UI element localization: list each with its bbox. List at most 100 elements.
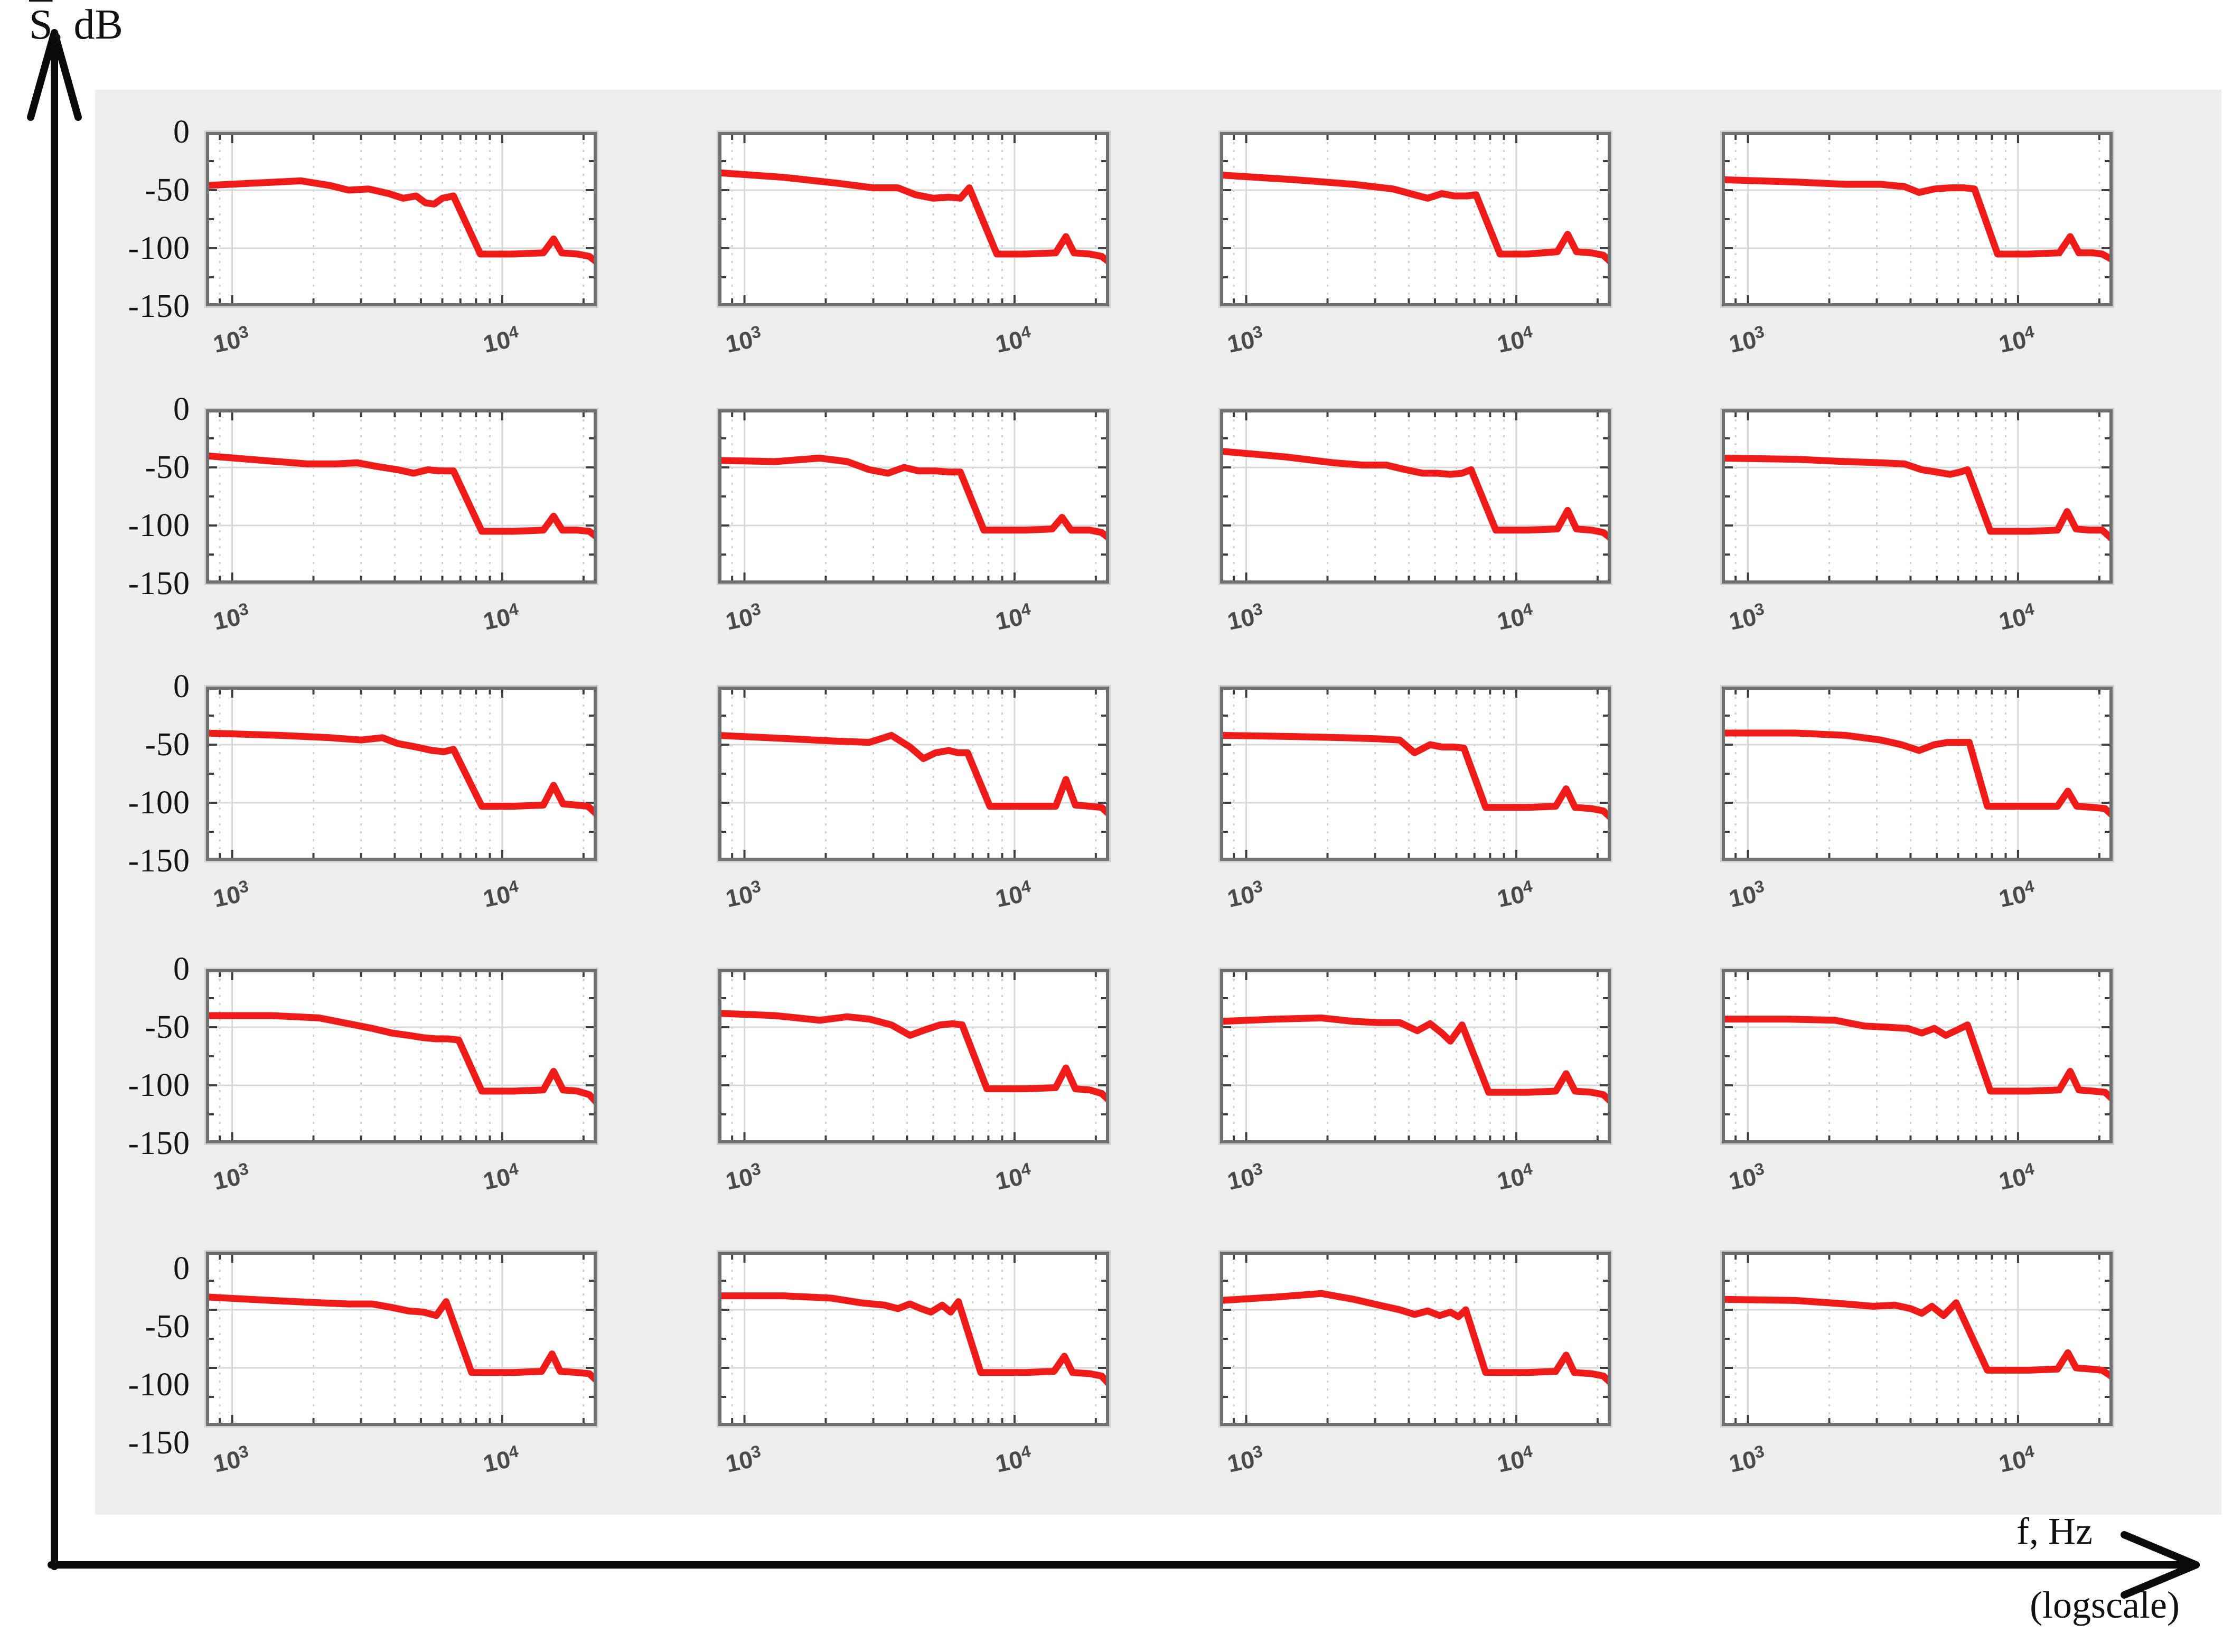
subplot-r2c1 <box>206 409 597 584</box>
tick-marks <box>208 134 595 305</box>
spectrum-plot-svg <box>1722 1252 2113 1426</box>
subplot-r4c2 <box>718 969 1109 1143</box>
subplot-r2c3 <box>1220 409 1611 584</box>
subplot-r2c4 <box>1722 409 2113 584</box>
subplot-r4c4 <box>1722 969 2113 1143</box>
spectrum-line <box>1220 731 1611 822</box>
subplot-r1c3 <box>1220 132 1611 306</box>
plot-border <box>718 687 1109 861</box>
plot-border <box>206 687 597 861</box>
spectrum-plot-svg <box>1220 132 1611 306</box>
plot-border <box>1722 132 2113 306</box>
spectrum-line <box>718 454 1109 542</box>
spectrum-line <box>1722 176 2113 264</box>
plot-border <box>206 969 597 1143</box>
y-axis-title: S, dB <box>29 1 123 49</box>
spectrum-plot-svg <box>1220 1252 1611 1426</box>
plot-border <box>718 1252 1109 1426</box>
spectrum-line <box>206 177 597 266</box>
subplot-r2c2 <box>718 409 1109 584</box>
y-tick-label: 0 <box>173 1251 190 1287</box>
spectrum-plot-svg <box>206 1252 597 1426</box>
spectrum-plot-svg <box>206 969 597 1143</box>
subplot-r1c2 <box>718 132 1109 306</box>
plot-border <box>718 409 1109 584</box>
plot-border <box>1722 687 2113 861</box>
spectrum-plot-svg <box>206 687 597 861</box>
plot-border <box>1220 969 1611 1143</box>
y-axis-title-symbol: S <box>29 2 53 48</box>
spectrum-plot-svg <box>718 1252 1109 1426</box>
subplot-r3c1 <box>206 687 597 861</box>
y-tick-label: -100 <box>128 785 190 821</box>
spectrum-plot-svg <box>1220 409 1611 584</box>
subplot-r3c2 <box>718 687 1109 861</box>
plot-border <box>206 132 597 306</box>
plot-border <box>206 1252 597 1426</box>
spectrum-line <box>206 452 597 541</box>
x-axis-arrow-icon <box>48 1531 2200 1599</box>
spectrum-plot-svg <box>718 132 1109 306</box>
y-axis-title-units: , dB <box>52 2 123 48</box>
y-tick-label: -50 <box>145 727 190 763</box>
plot-border <box>1220 409 1611 584</box>
y-tick-label: -100 <box>128 1367 190 1403</box>
y-tick-label: -100 <box>128 1067 190 1103</box>
spectrum-line <box>1722 1016 2113 1103</box>
y-tick-label: 0 <box>173 951 190 987</box>
x-axis-title-scale-note: (logscale) <box>2030 1584 2180 1626</box>
spectrum-line <box>1220 1290 1611 1387</box>
spectrum-plot-svg <box>1722 409 2113 584</box>
spectrum-line <box>1722 454 2113 543</box>
subplot-r5c3 <box>1220 1252 1611 1426</box>
subplot-r1c1 <box>206 132 597 306</box>
plot-border <box>718 132 1109 306</box>
y-tick-label: -150 <box>128 1425 190 1461</box>
subplot-r5c1 <box>206 1252 597 1426</box>
spectrum-line <box>206 729 597 818</box>
plot-border <box>1722 1252 2113 1426</box>
spectrum-line <box>206 1293 597 1384</box>
spectrum-plot-svg <box>206 409 597 584</box>
y-tick-label: 0 <box>173 391 190 427</box>
spectrum-plot-svg <box>206 132 597 306</box>
y-tick-label: -150 <box>128 566 190 602</box>
spectrum-line <box>1722 1296 2113 1381</box>
y-tick-label: -150 <box>128 843 190 879</box>
subplot-r3c3 <box>1220 687 1611 861</box>
y-tick-label: -50 <box>145 449 190 485</box>
plot-border <box>206 409 597 584</box>
spectrum-plot-svg <box>1722 969 2113 1143</box>
spectrum-line <box>1220 1014 1611 1105</box>
y-tick-label: -100 <box>128 230 190 266</box>
spectrum-line <box>1722 729 2113 819</box>
y-tick-label: -150 <box>128 288 190 324</box>
y-tick-label: -100 <box>128 508 190 543</box>
spectrum-line <box>718 169 1109 266</box>
subplot-r4c3 <box>1220 969 1611 1143</box>
plot-border <box>1220 1252 1611 1426</box>
y-tick-label: -50 <box>145 172 190 208</box>
y-tick-label: 0 <box>173 114 190 150</box>
subplot-r3c4 <box>1722 687 2113 861</box>
spectrum-line <box>718 731 1109 818</box>
subplot-r5c2 <box>718 1252 1109 1426</box>
plot-border <box>718 969 1109 1143</box>
spectrum-plot-svg <box>1722 132 2113 306</box>
y-tick-label: 0 <box>173 669 190 705</box>
subplot-r4c1 <box>206 969 597 1143</box>
spectrum-line <box>1220 447 1611 542</box>
spectrum-plot-svg <box>718 687 1109 861</box>
y-axis-arrow-icon <box>27 29 82 1570</box>
spectrum-plot-svg <box>1220 687 1611 861</box>
y-tick-label: -50 <box>145 1309 190 1345</box>
spectrum-line <box>718 1010 1109 1104</box>
spectrum-plot-svg <box>1722 687 2113 861</box>
x-axis-title: f, Hz <box>2016 1510 2093 1552</box>
spectrum-line <box>206 1012 597 1106</box>
spectrum-plot-svg <box>718 409 1109 584</box>
y-tick-label: -50 <box>145 1009 190 1045</box>
spectrum-plot-svg <box>1220 969 1611 1143</box>
y-tick-label: -150 <box>128 1125 190 1161</box>
